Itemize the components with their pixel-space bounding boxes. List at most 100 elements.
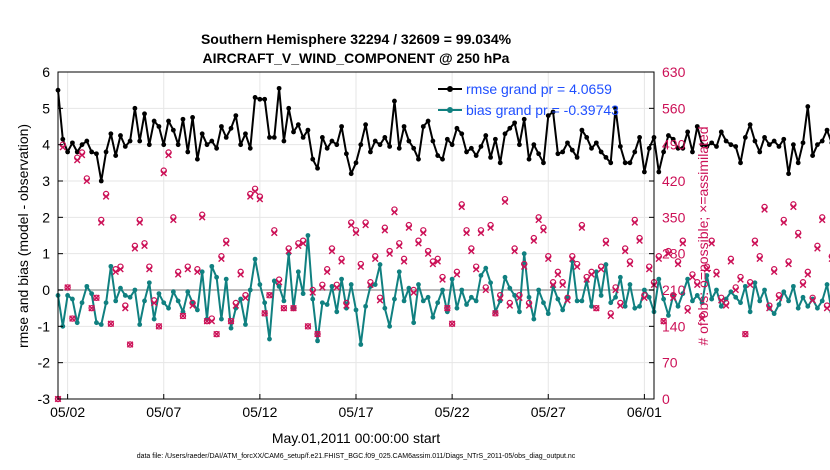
obs-assimilated-stroke [222, 239, 230, 247]
y-tick-label: -1 [38, 318, 51, 334]
y-axis-label: rmse and bias (model - observation) [15, 124, 31, 348]
obs-assimilated-stroke [506, 302, 514, 309]
obs-assimilated-stroke [198, 214, 206, 221]
obs-assimilated-stroke [597, 265, 605, 273]
obs-assimilated-marker [564, 297, 571, 304]
rmse-point [387, 144, 393, 149]
obs-assimilated-stroke [251, 188, 259, 195]
obs-possible-marker [227, 317, 235, 325]
obs-assimilated-marker [213, 330, 220, 338]
y-tick-label: -3 [38, 391, 51, 407]
obs-assimilated-marker [395, 242, 403, 250]
rmse-point [310, 156, 316, 162]
obs-assimilated-marker [170, 216, 177, 224]
obs-assimilated-marker [722, 302, 730, 309]
rmse-point [771, 138, 777, 144]
obs-assimilated-stroke [751, 239, 759, 247]
obs-assimilated-stroke [367, 281, 374, 289]
obs-assimilated-marker [665, 250, 672, 257]
series-layer [55, 85, 830, 347]
obs-assimilated-marker [362, 221, 369, 229]
obs-assimilated-stroke [453, 271, 461, 278]
rmse-point [747, 122, 753, 128]
obs-assimilated-marker [424, 250, 432, 257]
bias-point [464, 302, 469, 307]
bias-point [382, 305, 388, 311]
rmse-point [142, 111, 147, 117]
rmse-point [425, 118, 431, 124]
obs-assimilated-stroke [213, 330, 220, 338]
bias-point [738, 300, 743, 306]
obs-possible-marker [179, 312, 187, 320]
bias-point [353, 307, 359, 313]
obs-assimilated-marker [160, 169, 168, 177]
obs-assimilated-marker [501, 198, 509, 206]
obs-assimilated-marker [506, 302, 514, 309]
rmse-point [348, 171, 354, 177]
obs-assimilated-stroke [381, 227, 389, 234]
obs-assimilated-marker [227, 317, 235, 325]
rmse-point [190, 115, 195, 120]
obs-assimilated-stroke [703, 265, 711, 273]
bias-point [223, 276, 229, 282]
bias-point [641, 287, 647, 293]
rmse-point [60, 136, 66, 142]
obs-assimilated-stroke [549, 281, 557, 289]
obs-assimilated-marker [804, 271, 812, 278]
obs-assimilated-stroke [352, 229, 360, 237]
obs-assimilated-stroke [689, 273, 696, 281]
obs-assimilated-marker [275, 278, 283, 286]
bias-point [795, 305, 801, 311]
rmse-point [276, 85, 282, 91]
obs-assimilated-stroke [189, 302, 196, 309]
obs-assimilated-marker [703, 265, 711, 273]
bias-point [348, 282, 354, 287]
rmse-point [267, 135, 272, 140]
bias-point [65, 293, 71, 298]
bias-point [392, 296, 397, 302]
obs-assimilated-stroke [73, 156, 81, 164]
obs-assimilated-marker [64, 284, 71, 291]
data-file-footer: data file: /Users/raeder/DAI/ATM_forcXX/… [137, 453, 576, 460]
bias-point [502, 274, 508, 280]
obs-assimilated-marker [602, 239, 610, 247]
obs-assimilated-stroke [814, 245, 821, 252]
obs-assimilated-stroke [208, 317, 216, 325]
rmse-point [449, 142, 455, 148]
obs-assimilated-stroke [83, 177, 91, 185]
x-tick-label: 05/02 [50, 404, 85, 420]
bias-point [454, 305, 460, 311]
obs-assimilated-stroke [386, 250, 393, 257]
bias-point [699, 300, 705, 306]
obs-assimilated-marker [689, 273, 696, 281]
obs-assimilated-stroke [511, 247, 518, 255]
obs-assimilated-marker [751, 239, 759, 247]
rmse-point [392, 98, 397, 104]
bias-point [358, 342, 364, 347]
rmse-point [146, 142, 152, 148]
obs-assimilated-stroke [285, 247, 293, 255]
obs-assimilated-stroke [737, 276, 744, 283]
obs-assimilated-marker [112, 268, 119, 276]
obs-assimilated-marker [674, 260, 682, 268]
obs-assimilated-stroke [323, 268, 331, 276]
x-tick-label: 05/17 [338, 404, 373, 420]
bias-point [267, 336, 272, 342]
rmse-point [483, 133, 489, 138]
obs-assimilated-marker [405, 224, 413, 232]
obs-assimilated-marker [641, 294, 648, 302]
obs-assimilated-stroke [641, 294, 648, 302]
rmse-point [98, 178, 104, 184]
rmse-point [315, 165, 320, 171]
bias-point [646, 294, 652, 300]
obs-assimilated-marker [742, 330, 749, 338]
rmse-point [517, 142, 522, 148]
y2-tick-label: 350 [662, 209, 686, 225]
rmse-point [444, 136, 450, 142]
bias-point [512, 293, 518, 298]
rmse-point [300, 135, 306, 140]
bias-point [137, 322, 143, 327]
obs-assimilated-marker [189, 302, 196, 309]
obs-assimilated-marker [131, 245, 139, 252]
obs-assimilated-stroke [554, 271, 562, 278]
